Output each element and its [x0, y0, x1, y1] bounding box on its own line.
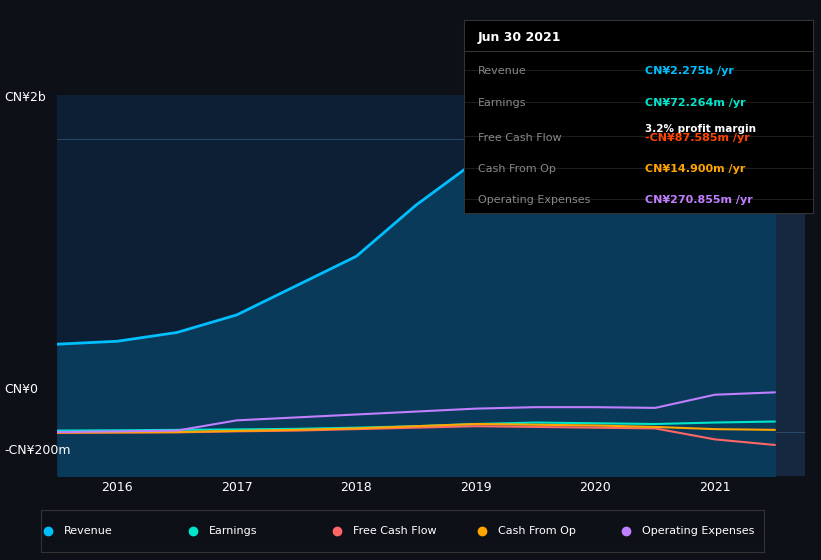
- Text: CN¥72.264m /yr: CN¥72.264m /yr: [645, 98, 746, 108]
- Text: 3.2% profit margin: 3.2% profit margin: [645, 124, 756, 134]
- Text: CN¥2.275b /yr: CN¥2.275b /yr: [645, 66, 734, 76]
- Text: Jun 30 2021: Jun 30 2021: [478, 31, 562, 44]
- Text: Free Cash Flow: Free Cash Flow: [478, 133, 562, 143]
- Text: Operating Expenses: Operating Expenses: [478, 195, 590, 206]
- Text: Free Cash Flow: Free Cash Flow: [353, 526, 437, 535]
- Text: Cash From Op: Cash From Op: [478, 165, 556, 175]
- Text: Revenue: Revenue: [64, 526, 113, 535]
- Text: CN¥2b: CN¥2b: [4, 91, 46, 104]
- Text: -CN¥87.585m /yr: -CN¥87.585m /yr: [645, 133, 750, 143]
- Text: Earnings: Earnings: [478, 98, 526, 108]
- Text: CN¥14.900m /yr: CN¥14.900m /yr: [645, 165, 745, 175]
- Text: CN¥0: CN¥0: [4, 382, 38, 396]
- Text: Cash From Op: Cash From Op: [498, 526, 576, 535]
- Bar: [595, 95, 805, 476]
- Text: Earnings: Earnings: [209, 526, 257, 535]
- Text: -CN¥200m: -CN¥200m: [4, 444, 71, 458]
- Text: CN¥270.855m /yr: CN¥270.855m /yr: [645, 195, 753, 206]
- Text: Operating Expenses: Operating Expenses: [642, 526, 754, 535]
- Text: Revenue: Revenue: [478, 66, 526, 76]
